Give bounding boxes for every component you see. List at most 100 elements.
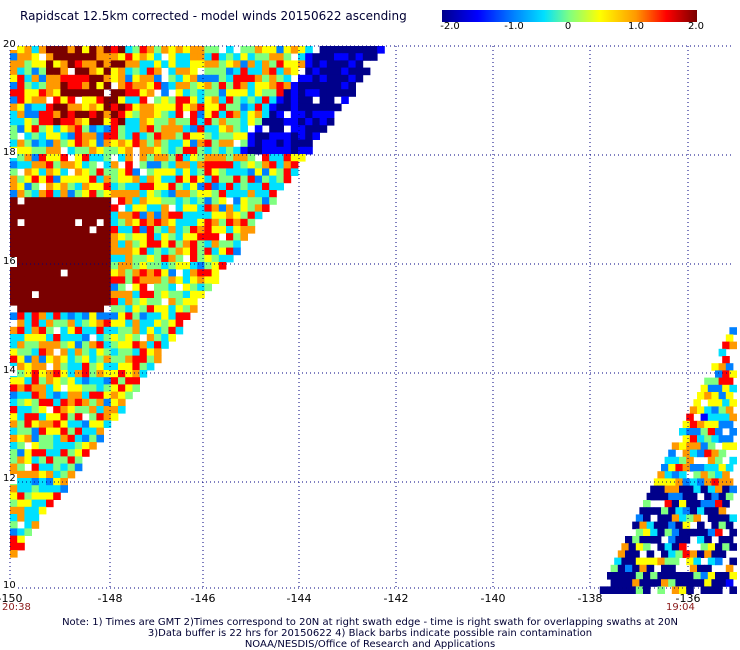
swath-cell (154, 312, 162, 320)
swath-cell (118, 406, 126, 414)
swath-cell (211, 247, 220, 256)
swath-cell (118, 319, 126, 328)
swath-cell (190, 89, 198, 97)
swath-cell (82, 370, 90, 378)
swath-cell (46, 398, 54, 407)
swath-cell (118, 218, 126, 227)
lat-label-18: 18 (2, 147, 17, 158)
swath-cell (146, 67, 155, 76)
swath-cell (233, 233, 241, 241)
swath-cell (139, 53, 148, 61)
swath-cell (24, 190, 32, 198)
swath-cell (276, 139, 284, 148)
swath-cell (103, 74, 112, 83)
swath-cell (17, 463, 25, 472)
swath-cell (125, 312, 133, 320)
swath-cell (60, 204, 68, 212)
swath-cell (175, 103, 184, 112)
swath-cell (269, 154, 277, 162)
swath-cell (38, 499, 47, 508)
swath-cell (96, 82, 104, 90)
swath-cell (668, 550, 676, 558)
swath-cell (226, 211, 234, 220)
swath-cell (175, 146, 184, 155)
swath-cell (110, 74, 119, 83)
swath-cell (132, 312, 140, 320)
swath-cell (254, 182, 263, 191)
swath-cell (96, 139, 104, 148)
swath-cell (103, 211, 112, 220)
swath-cell (96, 146, 104, 155)
swath-cell (118, 226, 126, 234)
swath-cell (218, 103, 227, 112)
swath-cell (639, 564, 647, 573)
swath-cell (74, 398, 83, 407)
swath-cell (276, 74, 284, 83)
swath-cell (139, 276, 148, 284)
swath-cell (67, 125, 76, 133)
swath-cell (125, 218, 133, 227)
swath-cell (175, 110, 184, 119)
swath-cell (24, 377, 32, 385)
swath-cell (233, 132, 241, 140)
swath-cell (269, 46, 277, 54)
swath-cell (74, 442, 83, 450)
note-line: 3)Data buffer is 22 hrs for 20150622 4) … (147, 628, 593, 639)
swath-cell (247, 211, 256, 220)
swath-cell (46, 204, 54, 212)
swath-cell (60, 96, 68, 104)
swath-cell (60, 262, 68, 270)
swath-cell (704, 550, 712, 558)
swath-cell (53, 67, 61, 76)
swath-cell (74, 254, 83, 263)
swath-cell (312, 60, 320, 68)
swath-cell (276, 118, 284, 126)
swath-cell (682, 579, 691, 587)
swath-cell (110, 118, 119, 126)
swath-cell (31, 60, 40, 68)
swath-cell (60, 420, 68, 428)
swath-cell (31, 103, 40, 112)
swath-cell (10, 74, 18, 83)
swath-cell (10, 550, 18, 558)
swath-cell (38, 67, 47, 76)
swath-cell (254, 204, 263, 212)
swath-cell (89, 125, 97, 133)
swath-cell (168, 319, 176, 328)
swath-cell (38, 398, 47, 407)
swath-cell (89, 168, 97, 176)
swath-cell (139, 290, 148, 299)
swath-cell (96, 341, 104, 349)
swath-cell (31, 355, 40, 364)
swath-cell (139, 319, 148, 328)
swath-cell (60, 254, 68, 263)
swath-cell (38, 103, 47, 112)
swath-cell (276, 103, 284, 112)
swath-cell (82, 103, 90, 112)
swath-cell (305, 60, 313, 68)
colorbar-tick-label: -2.0 (440, 21, 460, 32)
swath-cell (53, 341, 61, 349)
swath-cell (175, 276, 184, 284)
swath-cell (31, 67, 40, 76)
swath-cell (96, 125, 104, 133)
swath-cell (283, 82, 292, 90)
swath-cell (82, 290, 90, 299)
swath-cell (707, 399, 716, 407)
swath-cell (46, 67, 54, 76)
swath-cell (341, 89, 349, 97)
swath-cell (182, 182, 191, 191)
swath-cell (679, 500, 687, 508)
swath-cell (89, 391, 97, 400)
swath-cell (661, 464, 669, 472)
swath-cell (682, 550, 691, 558)
swath-cell (17, 499, 25, 508)
swath-cell (269, 53, 277, 61)
swath-cell (725, 564, 734, 573)
swath-cell (10, 377, 18, 385)
swath-cell (139, 262, 148, 270)
swath-cell (697, 550, 705, 558)
swath-cell (226, 60, 234, 68)
swath-cell (312, 53, 320, 61)
swath-cell (10, 406, 18, 414)
